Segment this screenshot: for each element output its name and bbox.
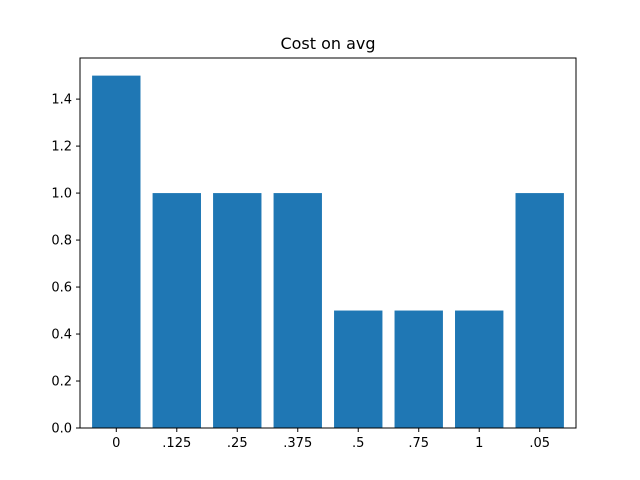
x-tick-label: .05 <box>529 436 550 451</box>
x-tick-label: .5 <box>352 436 364 451</box>
bar <box>394 310 443 428</box>
x-tick-label: 1 <box>475 436 483 451</box>
y-tick-label: 0.4 <box>51 328 72 343</box>
y-axis-ticks: 0.0 0.2 0.4 0.6 0.8 1.0 1.2 1.4 <box>51 93 80 437</box>
y-tick-label: 0.0 <box>51 422 72 437</box>
bar <box>213 193 262 428</box>
x-tick-label: .125 <box>162 436 191 451</box>
y-tick-label: 1.0 <box>51 187 72 202</box>
bar <box>334 310 383 428</box>
plot-area-frame <box>79 57 577 429</box>
bar <box>92 75 141 429</box>
bar <box>515 193 564 428</box>
x-tick-label: .25 <box>227 436 248 451</box>
x-axis-ticks: 0 .125 .25 .375 .5 .75 1 .05 <box>112 428 550 451</box>
x-tick-label: .375 <box>283 436 312 451</box>
y-tick-label: 1.2 <box>51 140 72 155</box>
bar <box>152 193 201 428</box>
x-tick-label: 0 <box>112 436 120 451</box>
y-tick-label: 0.6 <box>51 281 72 296</box>
x-tick-label: .75 <box>408 436 429 451</box>
chart-title: Cost on avg <box>280 34 375 53</box>
bar <box>455 310 504 428</box>
y-tick-label: 0.2 <box>51 375 72 390</box>
bar <box>273 193 322 428</box>
bars-group <box>92 75 564 429</box>
y-tick-label: 1.4 <box>51 93 72 108</box>
y-tick-label: 0.8 <box>51 234 72 249</box>
